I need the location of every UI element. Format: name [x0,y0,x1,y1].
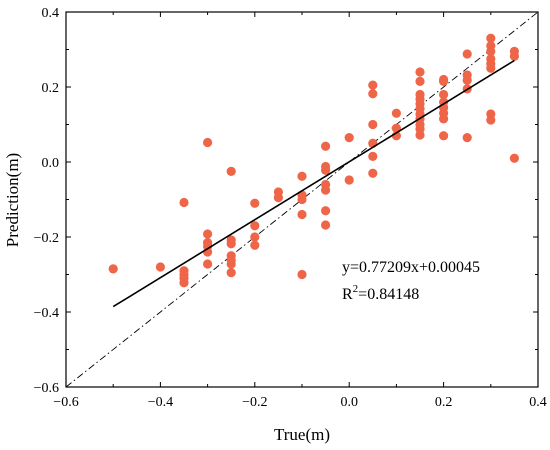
r2-prefix: R [342,286,353,303]
data-point [226,239,236,249]
y-tick-label: 0.4 [42,6,60,21]
r2-label: R2=0.84148 [342,283,419,303]
data-point [321,185,331,195]
data-point [439,131,449,141]
data-point [486,46,496,56]
x-tick-label: 0.2 [435,395,453,410]
data-point [368,168,378,178]
data-point [368,80,378,90]
data-point [297,194,307,205]
data-point [250,198,260,208]
data-point [439,114,449,124]
y-axis-title: Prediction(m) [3,153,22,247]
data-point [321,206,331,216]
data-point [297,171,307,181]
y-tick-label: −0.2 [34,231,59,246]
data-point [462,133,472,143]
data-point [368,151,378,161]
data-point [344,175,354,185]
y-tick-label: −0.6 [34,381,59,396]
data-point [203,137,213,148]
data-point [226,268,236,278]
data-point [297,209,307,220]
data-point [179,197,189,208]
data-point [297,269,307,280]
data-point [509,153,519,163]
r2-value: =0.84148 [358,286,419,303]
data-point [179,278,189,288]
equation-label: y=0.77209x+0.00045 [342,259,480,276]
data-point [486,33,496,43]
data-point [368,119,378,130]
data-point [226,166,236,176]
data-point [226,259,236,269]
y-tick-label: −0.4 [34,306,59,321]
data-point [462,49,472,59]
data-point [415,130,425,140]
data-point [108,264,118,274]
points-layer [108,33,519,288]
data-point [203,229,213,239]
x-tick-label: −0.4 [148,395,173,410]
data-point [321,141,331,151]
x-tick-label: −0.6 [53,395,78,410]
x-tick-label: −0.2 [242,395,267,410]
y-tick-label: 0.0 [42,156,60,171]
data-point [321,220,331,230]
fit-line-layer [112,59,515,308]
data-point [155,262,165,272]
data-point [415,76,425,86]
r2-superscript: 2 [353,283,359,295]
fit-line [112,59,515,308]
data-point [439,76,449,86]
data-point [203,259,213,269]
data-point [250,221,260,231]
data-point [509,51,519,61]
data-point [344,133,354,143]
x-axis-title: True(m) [274,425,330,444]
data-point [391,108,401,118]
data-point [273,193,283,203]
x-tick-label: 0.4 [529,395,547,410]
data-point [486,115,496,125]
data-point [368,89,378,99]
data-point [250,232,260,242]
data-point [250,240,260,250]
data-point [439,89,449,100]
ticks-layer: −0.6 −0.4 −0.2 0.0 0.2 0.4 −0.6 −0.4 −0.2 0.0 0.2 0… [34,6,547,410]
data-point [321,165,331,175]
data-point [462,75,472,85]
data-point [415,67,425,77]
y-tick-label: 0.2 [42,81,60,96]
data-point [486,63,496,73]
x-tick-label: 0.0 [340,395,358,410]
